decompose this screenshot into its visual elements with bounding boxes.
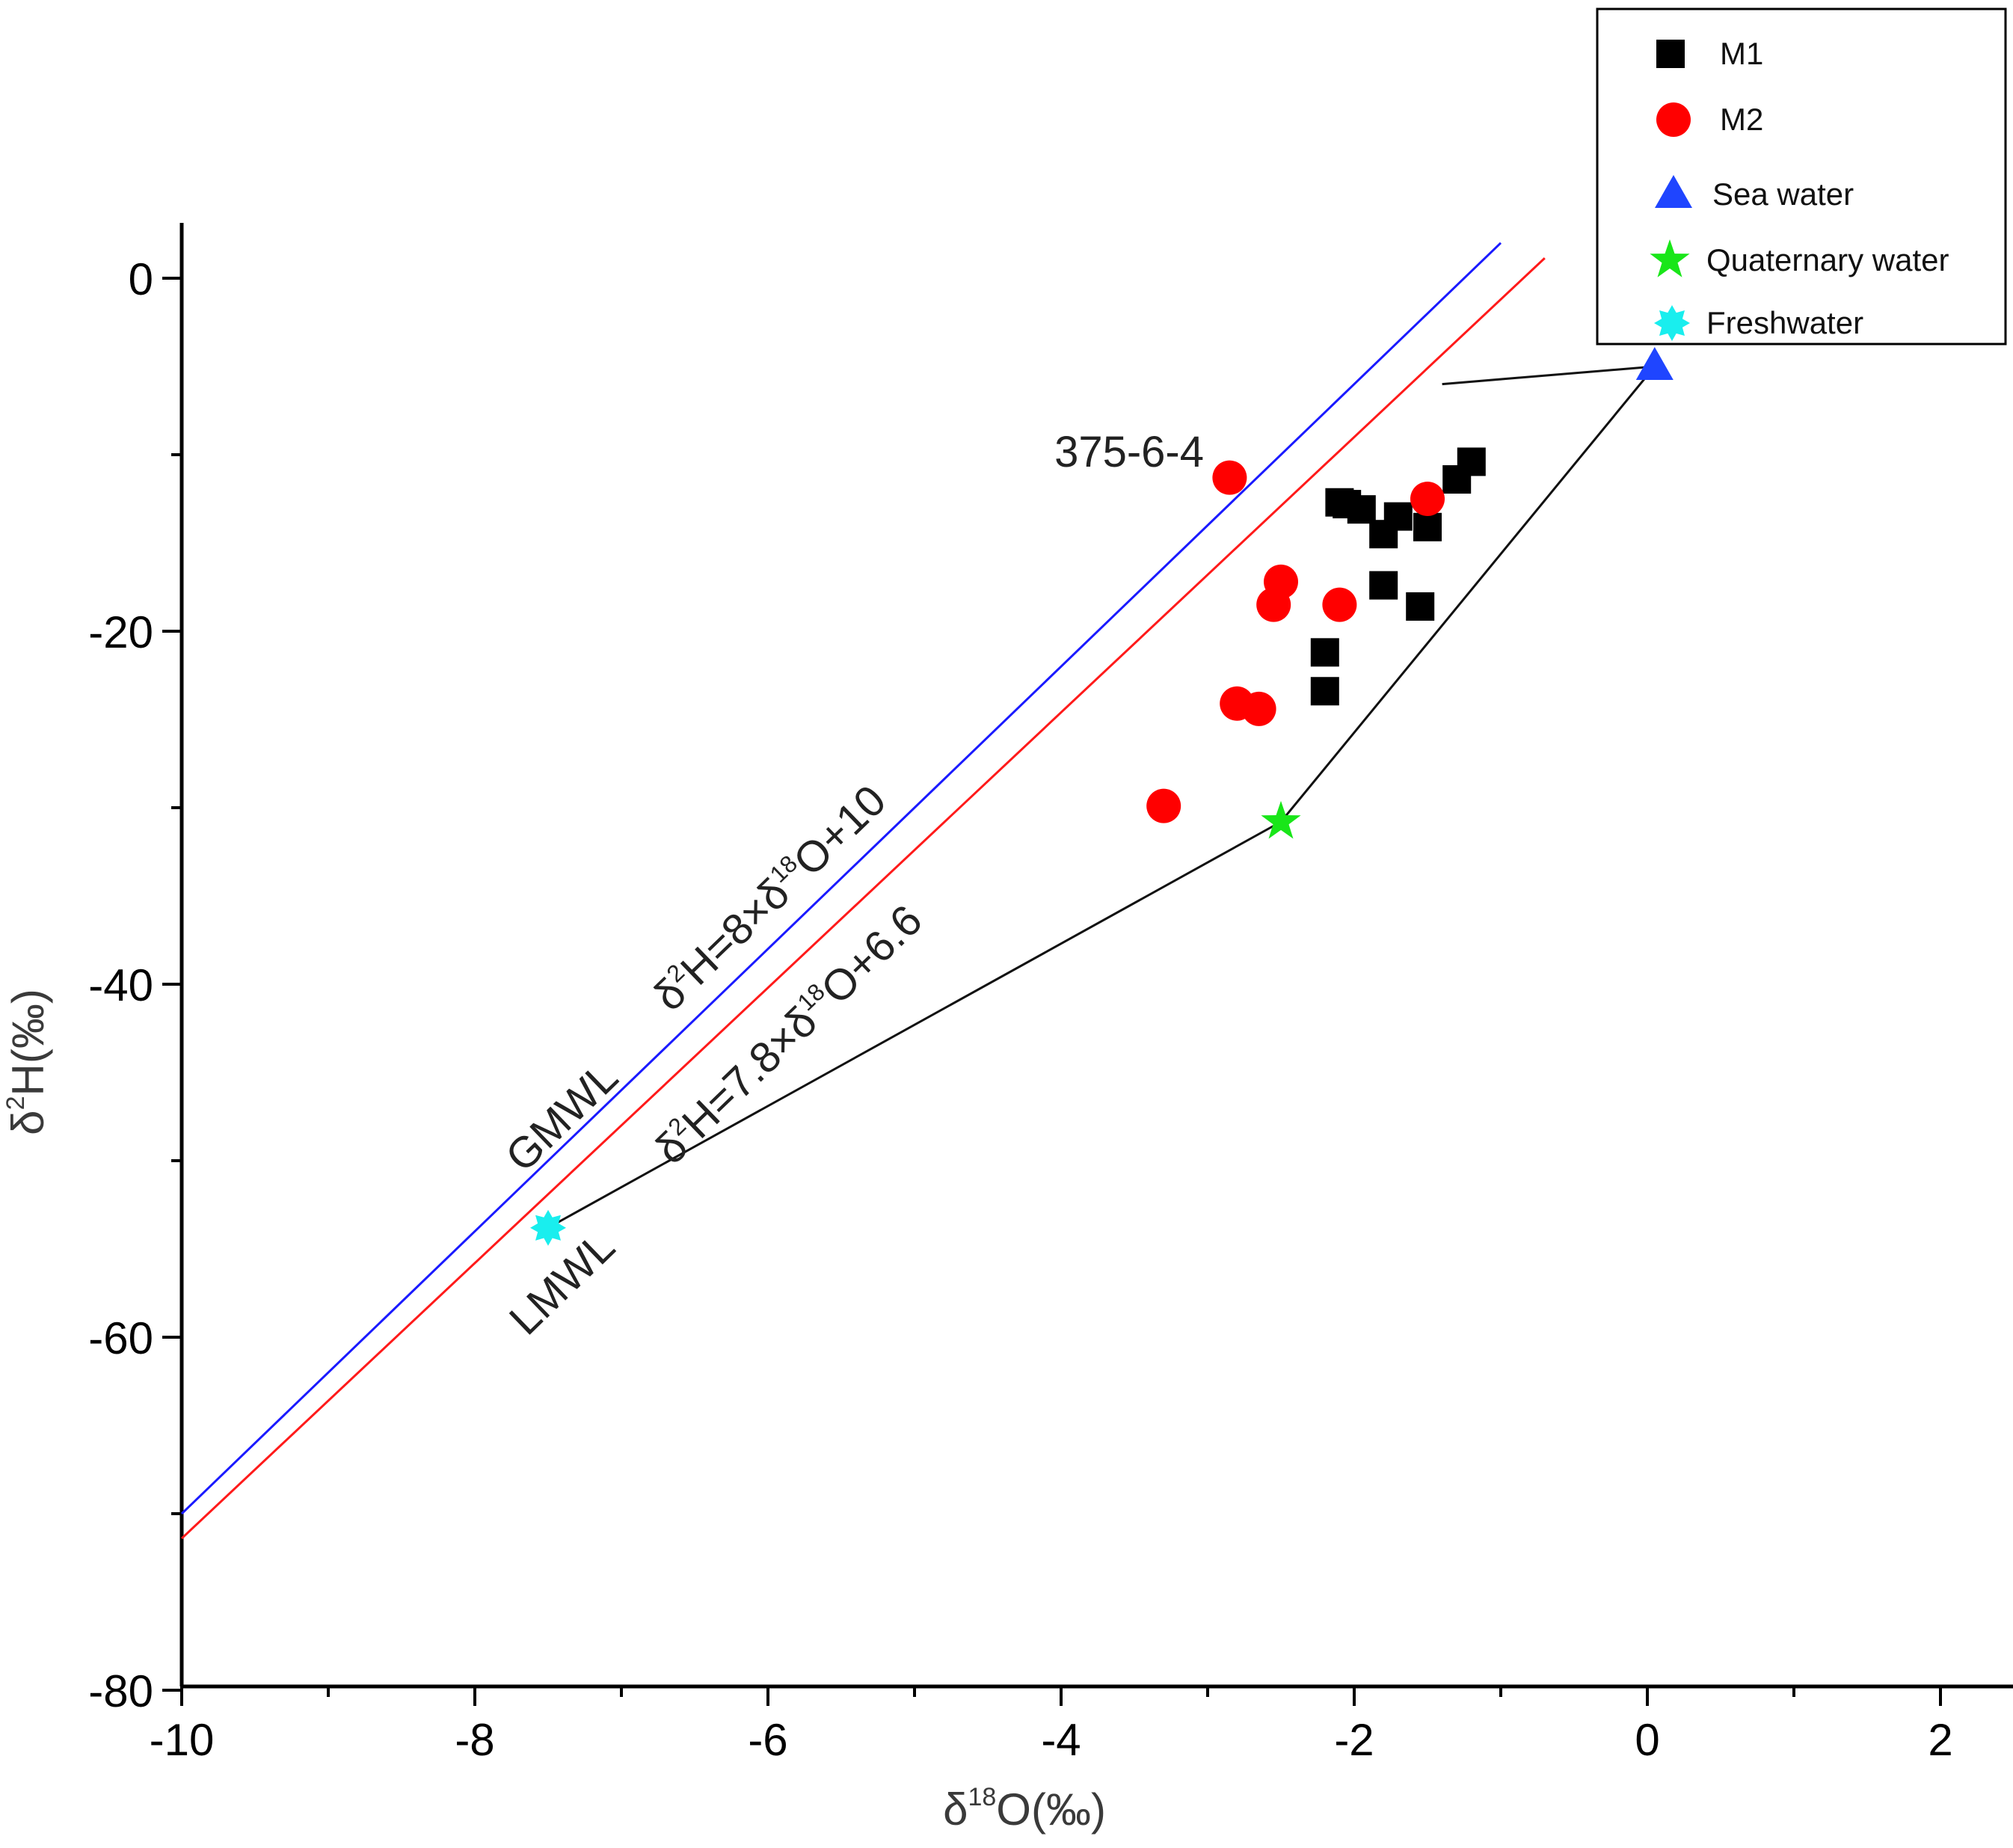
gmwl-line — [180, 242, 1502, 1515]
m2-point — [1241, 691, 1276, 726]
legend-sea-water-label: Sea water — [1712, 176, 1854, 212]
x-axis-title-sup: 18 — [968, 1783, 996, 1811]
lmwl-equation: δ2H=7.8×δ18O+6.6 — [645, 895, 931, 1173]
legend-freshwater-symbol — [1654, 305, 1690, 341]
freshwater-point — [530, 1209, 566, 1246]
legend-quaternary-water-symbol — [1650, 239, 1690, 277]
m2-point — [1256, 587, 1291, 622]
y-axis-title-sup: 2 — [1, 1096, 30, 1110]
legend-m1-symbol — [1656, 40, 1685, 68]
y-axis-title: δ2H(‰) — [1, 989, 53, 1135]
m1-point — [1347, 495, 1376, 524]
lmwl-label: LMWL — [500, 1222, 624, 1344]
mixing-polygon — [547, 365, 1658, 1229]
y-tick-label: -60 — [88, 1313, 153, 1363]
x-tick-label: -2 — [1334, 1715, 1374, 1765]
y-tick-label: -40 — [88, 960, 153, 1010]
x-tick-label: 2 — [1928, 1715, 1952, 1765]
x-tick-label: -6 — [748, 1715, 787, 1765]
legend-m1-label: M1 — [1720, 36, 1763, 71]
ticks: -10 -8 -6 -4 -2 0 20-20-40-60-80 — [88, 254, 1952, 1765]
m1-point — [1369, 571, 1398, 600]
y-tick-label: -20 — [88, 607, 153, 657]
legend-sea-water-symbol — [1655, 175, 1692, 208]
quaternary-water-point — [1261, 800, 1301, 839]
x-axis-title: δ18O(‰) — [943, 1783, 1106, 1835]
lmwl-eq-e: O+6.6 — [812, 896, 932, 1014]
legend-m2-symbol — [1656, 102, 1691, 137]
x-tick-label: -10 — [150, 1715, 215, 1765]
y-tick-label: -80 — [88, 1666, 153, 1716]
water-lines — [180, 242, 1546, 1540]
m1-point — [1457, 447, 1486, 476]
legend-freshwater-label: Freshwater — [1706, 305, 1863, 340]
y-axis-title-prefix: δ — [3, 1110, 53, 1135]
x-tick-label: -4 — [1041, 1715, 1081, 1765]
m1-point — [1413, 512, 1442, 541]
legend: M1 M2 Sea water Quaternary water Freshwater — [1596, 7, 2007, 346]
m1-point — [1406, 592, 1435, 621]
y-tick-label: 0 — [129, 254, 153, 304]
x-tick-label: -8 — [455, 1715, 494, 1765]
sample-label-375-6-4: 375-6-4 — [1054, 428, 1204, 476]
y-axis-title-main: H(‰) — [3, 989, 53, 1096]
axes: -10 -8 -6 -4 -2 0 20-20-40-60-80 — [88, 223, 2013, 1765]
legend-quaternary-water-label: Quaternary water — [1706, 242, 1949, 277]
lmwl-line — [180, 257, 1546, 1540]
sea-water-point — [1635, 347, 1674, 380]
x-axis-title-prefix: δ — [943, 1784, 968, 1835]
x-axis-title-main: O(‰) — [996, 1784, 1106, 1835]
gmwl-label: GMWL — [497, 1052, 627, 1181]
m1-point — [1310, 677, 1339, 706]
m2-point — [1410, 482, 1445, 516]
m2-point — [1322, 587, 1357, 622]
data-points — [530, 347, 1674, 1246]
m1-point — [1310, 638, 1339, 667]
m2-point — [1146, 788, 1181, 823]
legend-items: M1 M2 Sea water Quaternary water Freshwater — [1650, 36, 1949, 341]
m1-point — [1383, 502, 1413, 531]
x-tick-label: 0 — [1635, 1715, 1659, 1765]
legend-m2-label: M2 — [1720, 102, 1763, 137]
m2-point — [1212, 460, 1247, 495]
